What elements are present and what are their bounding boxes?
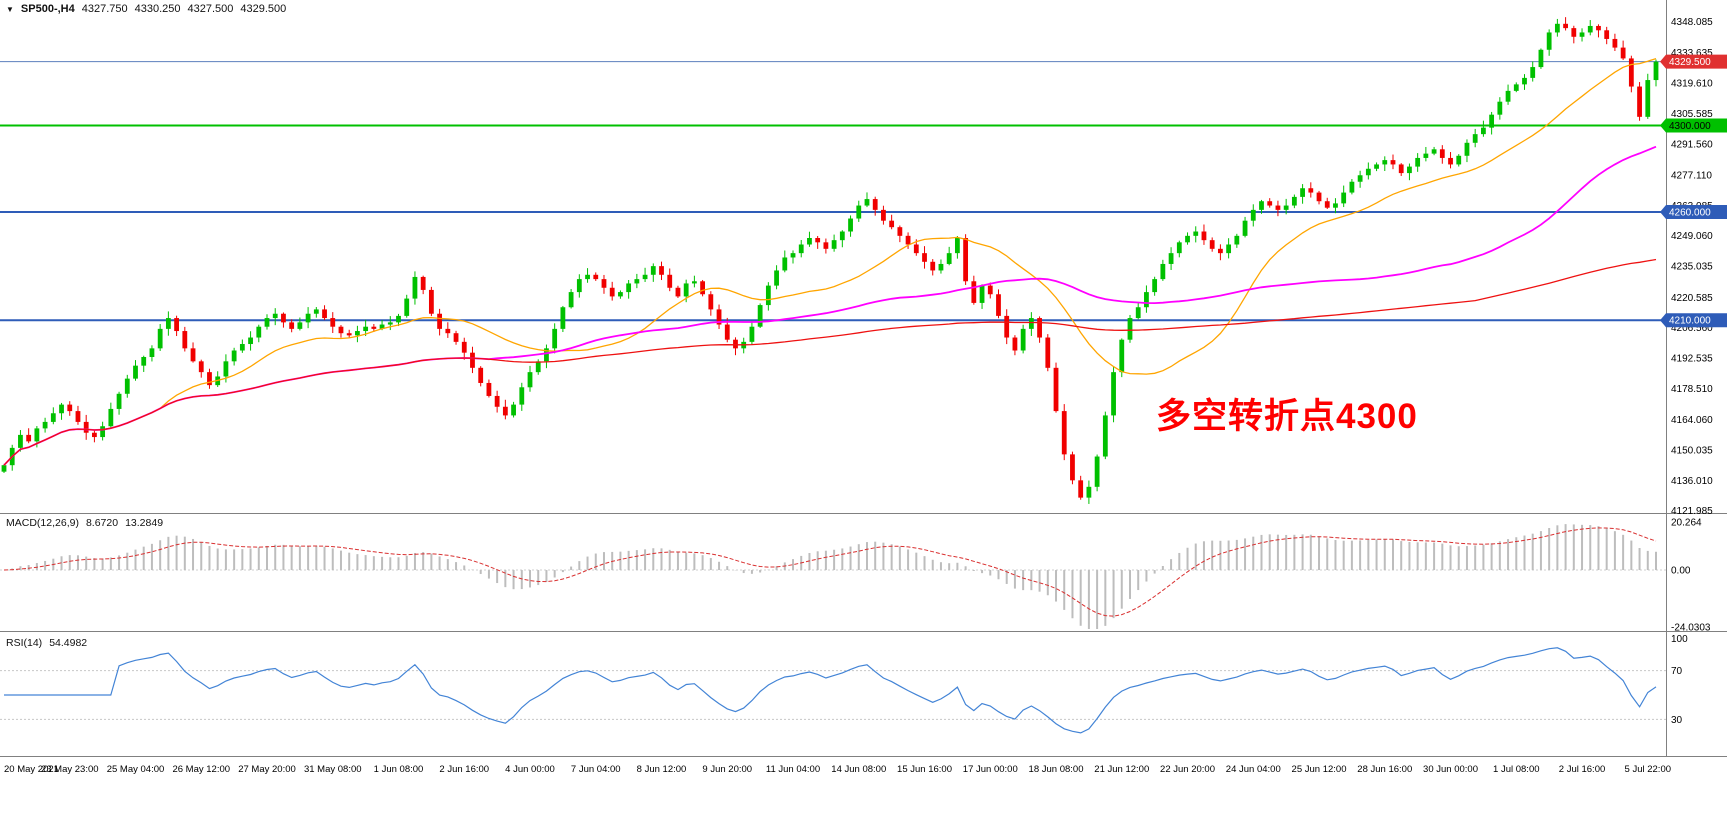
symbol-timeframe-label: SP500-,H4: [20, 3, 75, 15]
panel-dividers: [0, 0, 1727, 757]
time-axis-label: 14 Jun 08:00: [831, 764, 886, 775]
rsi-axis-label: 70: [1671, 666, 1683, 677]
macd-axis-label: 20.264: [1671, 518, 1702, 529]
macd-name: MACD(12,26,9): [6, 517, 79, 529]
time-axis-label: 27 May 20:00: [238, 764, 296, 775]
price-axis-label: 4192.535: [1671, 354, 1713, 365]
price-axis-label: 4319.610: [1671, 79, 1713, 90]
price-badge: [1660, 54, 1727, 69]
open-value: 4327.750: [81, 3, 128, 15]
candles-group: [1, 17, 1659, 504]
time-axis-label: 26 May 12:00: [172, 764, 230, 775]
low-value: 4327.500: [187, 3, 234, 15]
macd-axis-label: 0.00: [1671, 566, 1691, 577]
time-axis-label: 2 Jun 16:00: [439, 764, 489, 775]
macd-label: MACD(12,26,9) 8.6720 13.2849: [6, 517, 163, 529]
time-axis-label: 15 Jun 16:00: [897, 764, 952, 775]
price-axis-label: 4249.060: [1671, 231, 1713, 242]
price-axis-labels: 4348.085 4333.635 4319.610 4305.585 4291.560…: [1671, 17, 1713, 517]
rsi-axis-label: 100: [1671, 634, 1688, 645]
time-axis-label: 30 Jun 00:00: [1423, 764, 1478, 775]
time-axis-label: 25 Jun 12:00: [1292, 764, 1347, 775]
price-badge-label: 4300.000: [1669, 121, 1711, 132]
price-axis-label: 4333.635: [1671, 48, 1713, 59]
price-axis-label: 4206.560: [1671, 323, 1713, 334]
time-axis-label: 21 Jun 12:00: [1094, 764, 1149, 775]
rsi-label: RSI(14) 54.4982: [6, 637, 87, 649]
rsi-line: [4, 647, 1657, 734]
price-axis-label: 4291.560: [1671, 139, 1713, 150]
time-axis-label: 1 Jun 08:00: [374, 764, 424, 775]
price-axis-label: 4235.035: [1671, 262, 1713, 273]
price-axis-label: 4305.585: [1671, 109, 1713, 120]
time-axis-label: 7 Jun 04:00: [571, 764, 621, 775]
time-axis-label: 24 Jun 04:00: [1226, 764, 1281, 775]
price-badge: [1660, 118, 1727, 133]
hlines-group: [0, 61, 1667, 322]
close-value: 4329.500: [240, 3, 287, 15]
time-axis-label: 17 Jun 00:00: [963, 764, 1018, 775]
time-axis-label: 25 May 04:00: [107, 764, 165, 775]
chart-header: ▼ SP500-,H4 4327.750 4330.250 4327.500 4…: [6, 3, 286, 15]
time-axis-label: 8 Jun 12:00: [637, 764, 687, 775]
time-axis-label: 11 Jun 04:00: [766, 764, 820, 775]
slow-ma-line: [3, 258, 1657, 466]
macd-axis-label: -24.0303: [1671, 622, 1711, 633]
chart-annotation: 多空转折点4300: [1156, 397, 1418, 436]
high-value: 4330.250: [134, 3, 181, 15]
time-axis-label: 18 Jun 08:00: [1029, 764, 1084, 775]
price-badges: 4329.500 4300.000 4260.000 4210.000: [1660, 54, 1727, 328]
macd-value: 8.6720: [85, 517, 119, 529]
macd-histogram: [0, 524, 1667, 629]
time-axis-label: 9 Jun 20:00: [702, 764, 752, 775]
fast-ma-line: [3, 57, 1657, 466]
time-axis-label: 28 Jun 16:00: [1357, 764, 1412, 775]
price-axis-label: 4348.085: [1671, 17, 1713, 28]
rsi-value: 54.4982: [49, 637, 88, 649]
price-axis-label: 4121.985: [1671, 506, 1713, 517]
macd-signal-value: 13.2849: [125, 517, 164, 529]
collapse-icon[interactable]: ▼: [6, 4, 14, 14]
time-axis-label: 23 May 23:00: [41, 764, 99, 775]
time-axis-label: 5 Jul 22:00: [1625, 764, 1671, 775]
price-axis-label: 4150.035: [1671, 445, 1713, 456]
time-axis-label: 1 Jul 08:00: [1493, 764, 1539, 775]
price-badge: [1660, 205, 1727, 220]
price-axis-label: 4164.060: [1671, 415, 1713, 426]
rsi-levels: [0, 670, 1667, 720]
time-axis-label: 4 Jun 00:00: [505, 764, 555, 775]
time-axis-label: 20 May 2021: [4, 764, 59, 775]
price-badge-label: 4329.500: [1669, 57, 1711, 68]
ma-lines-group: [3, 57, 1657, 466]
time-axis-label: 31 May 08:00: [304, 764, 362, 775]
rsi-axis-label: 30: [1671, 715, 1683, 726]
price-axis-label: 4220.585: [1671, 293, 1713, 304]
price-badge: [1660, 313, 1727, 328]
rsi-name: RSI(14): [6, 637, 43, 649]
time-axis-label: 22 Jun 20:00: [1160, 764, 1215, 775]
time-axis-label: 2 Jul 16:00: [1559, 764, 1605, 775]
macd-signal-line: [3, 527, 1657, 617]
price-badge-label: 4210.000: [1669, 316, 1711, 327]
price-badge-label: 4260.000: [1669, 208, 1711, 219]
price-axis-label: 4178.510: [1671, 384, 1713, 395]
price-axis-label: 4277.110: [1671, 171, 1712, 182]
price-axis-label: 4136.010: [1671, 476, 1713, 487]
